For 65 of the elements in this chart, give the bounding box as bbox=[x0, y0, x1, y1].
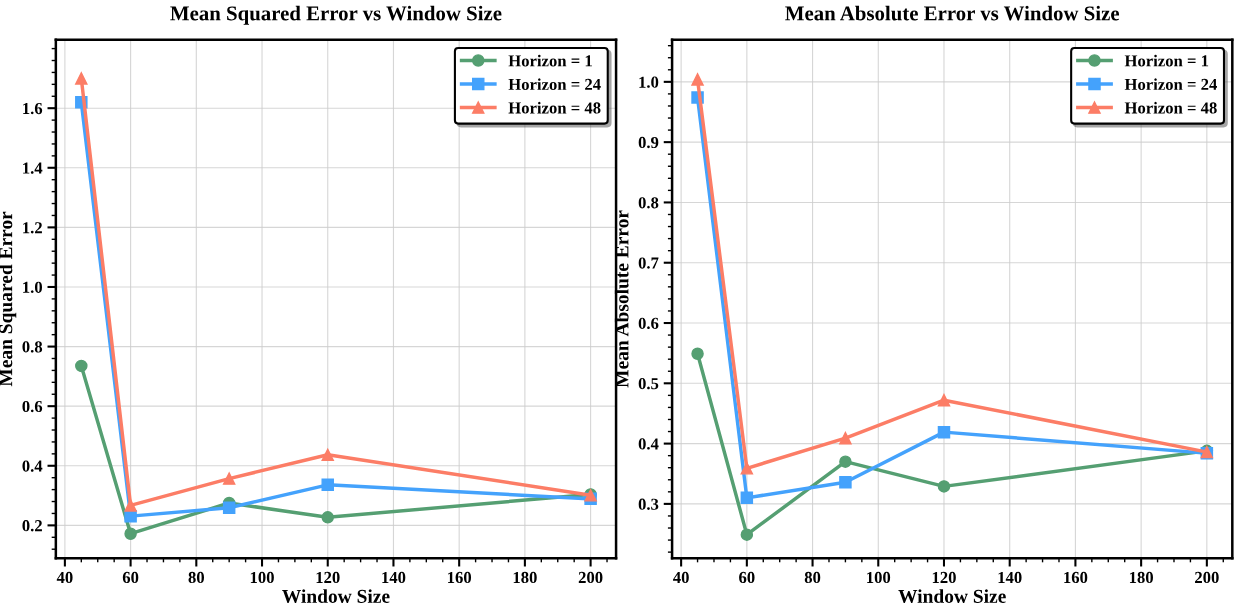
x-tick-label: 160 bbox=[1064, 571, 1088, 584]
x-axis-title: Window Size bbox=[898, 589, 1006, 604]
point bbox=[321, 511, 334, 524]
x-tick-label: 60 bbox=[739, 571, 755, 584]
point bbox=[321, 478, 334, 492]
x-tick-label: 120 bbox=[932, 571, 956, 584]
x-tick-label: 100 bbox=[867, 571, 891, 584]
point bbox=[839, 475, 852, 489]
point bbox=[839, 431, 852, 445]
legend-label: Horizon = 24 bbox=[1124, 78, 1217, 91]
x-tick-label: 100 bbox=[250, 571, 274, 584]
point bbox=[740, 462, 754, 475]
y-tick-label: 0.2 bbox=[22, 520, 42, 532]
y-tick-label: 0.7 bbox=[638, 257, 659, 269]
point bbox=[740, 491, 754, 505]
x-tick-label: 40 bbox=[56, 571, 73, 584]
legend-label: Horizon = 48 bbox=[508, 101, 601, 114]
x-tick-label: 80 bbox=[804, 571, 821, 584]
point bbox=[691, 347, 704, 361]
y-tick-label: 0.4 bbox=[22, 460, 43, 472]
x-tick-label: 140 bbox=[998, 571, 1022, 584]
y-tick-label: 0.5 bbox=[638, 378, 659, 390]
point bbox=[75, 72, 88, 85]
legend-label: Horizon = 48 bbox=[1124, 101, 1217, 114]
x-tick-label: 180 bbox=[1129, 571, 1153, 584]
y-tick-label: 1.0 bbox=[639, 76, 659, 88]
point bbox=[937, 480, 951, 493]
point bbox=[75, 359, 88, 373]
y-tick-label: 0.9 bbox=[638, 136, 659, 149]
point bbox=[839, 455, 852, 468]
x-tick-label: 160 bbox=[448, 571, 472, 584]
x-tick-label: 180 bbox=[513, 571, 537, 584]
legend-label: Horizon = 1 bbox=[1124, 54, 1209, 67]
y-tick-label: 0.8 bbox=[22, 341, 43, 353]
point bbox=[222, 501, 236, 515]
point bbox=[321, 448, 334, 461]
x-tick-label: 200 bbox=[1195, 571, 1219, 584]
point bbox=[124, 499, 137, 512]
x-tick-label: 40 bbox=[673, 571, 689, 584]
x-tick-label: 120 bbox=[316, 571, 340, 584]
point bbox=[937, 425, 951, 439]
x-axis-title: Window Size bbox=[282, 589, 390, 604]
y-tick-label: 1.0 bbox=[23, 281, 43, 293]
legend-label: Horizon = 24 bbox=[508, 78, 601, 91]
x-tick-label: 140 bbox=[382, 571, 406, 584]
y-tick-label: 1.2 bbox=[23, 222, 42, 234]
y-tick-label: 0.8 bbox=[638, 197, 659, 209]
y-tick-label: 0.6 bbox=[638, 317, 659, 330]
point bbox=[691, 73, 704, 86]
y-tick-label: 1.6 bbox=[23, 102, 43, 115]
y-tick-label: 0.4 bbox=[638, 438, 659, 450]
y-tick-label: 1.4 bbox=[23, 162, 43, 174]
point bbox=[222, 472, 236, 485]
legend-label: Horizon = 1 bbox=[508, 54, 592, 67]
y-axis-title: Mean Absolute Error bbox=[614, 210, 629, 388]
y-tick-label: 0.3 bbox=[638, 498, 659, 510]
chart-title: Mean Squared Error vs Window Size bbox=[170, 5, 502, 25]
point bbox=[124, 527, 137, 540]
chart-title: Mean Absolute Error vs Window Size bbox=[785, 5, 1120, 21]
point bbox=[937, 393, 951, 407]
x-tick-label: 60 bbox=[122, 571, 139, 584]
point bbox=[740, 528, 754, 541]
x-tick-label: 80 bbox=[188, 571, 205, 584]
y-tick-label: 0.6 bbox=[22, 400, 43, 413]
x-tick-label: 200 bbox=[578, 571, 603, 584]
